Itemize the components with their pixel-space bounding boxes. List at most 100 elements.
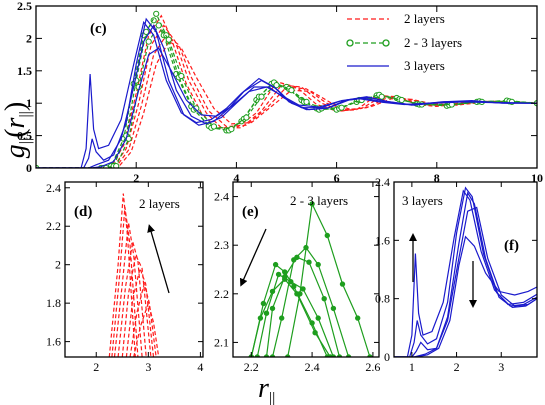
panel-c-series-6-point-5	[145, 38, 152, 45]
panel-f-series-2	[394, 191, 537, 357]
panel-d-annotation: 2 layers	[139, 196, 180, 211]
panel-c-series-6-point-2	[113, 163, 120, 168]
panel-d-xtick-label-2: 4	[197, 360, 203, 374]
panel-c-series-3	[36, 40, 537, 168]
panel-d-ytick-label-2: 2	[55, 258, 61, 272]
panel-c-xtick-label-1: 4	[233, 171, 239, 185]
panel-d-xtick-label-1: 3	[145, 360, 151, 374]
panel-c-ytick-label-2: 1	[26, 96, 32, 110]
panel-f-xtick-label-0: 1	[409, 360, 415, 374]
svg-text:r||: r||	[258, 373, 275, 405]
panel-e-annotation: 2 - 3 layers	[290, 193, 348, 208]
panel-e-series-2-point-4	[306, 259, 312, 265]
panel-c-series-6-point-10	[210, 123, 217, 130]
panel-f-label: (f)	[504, 238, 519, 254]
y-axis-label-main: g	[0, 144, 31, 158]
panel-e: 2.2 2.4 2.6 2.1 2.2 2.3 2.4 (e) 2 - 3 layers	[214, 181, 380, 374]
panel-d-series-7	[133, 301, 160, 357]
legend-marker-2-3-a	[346, 39, 354, 47]
panel-f: 1 2 3 0 0.8 1.6 2.4 (f) 3 layers	[375, 175, 538, 374]
panel-e-series-3-point-5	[315, 315, 321, 321]
panel-f-ytick-label-3: 2.4	[375, 175, 390, 189]
panel-d-series-5	[125, 266, 155, 357]
panel-d-xtick-label-0: 2	[93, 360, 99, 374]
panel-c-ytick-label-4: 2	[26, 31, 32, 45]
y-axis-label: g||(r||)	[0, 102, 34, 158]
panel-c-series-6-point-9	[193, 105, 200, 112]
panel-d-label: (d)	[74, 204, 92, 220]
panel-c-series-5-point-6	[153, 10, 160, 17]
panel-e-ytick-label-3: 2.4	[214, 190, 229, 204]
panel-e-series-5-point-3	[282, 269, 288, 275]
legend: 2 layers 2 - 3 layers 3 layers	[346, 11, 462, 73]
panel-c-series-6-point-13	[258, 93, 265, 100]
panel-d-arrow	[147, 224, 170, 294]
panel-d-series-1	[111, 206, 139, 357]
legend-label-2-3-layers: 2 - 3 layers	[404, 35, 462, 50]
panel-e-label: (e)	[242, 204, 259, 220]
x-axis-label: r||	[258, 373, 275, 405]
legend-marker-2-3-b	[382, 39, 390, 47]
panel-c-series-6-point-6	[155, 22, 162, 29]
panel-e-series-3-point-2	[275, 271, 282, 278]
panel-e-ticks: 2.2 2.4 2.6 2.1 2.2 2.3 2.4	[214, 182, 380, 374]
panel-e-series-3-point-1	[263, 310, 270, 316]
panel-d-curves	[108, 193, 160, 357]
panel-e-series-0-point-4	[339, 281, 346, 287]
panel-e-series-0-point-2	[309, 201, 315, 207]
panel-c-ytick-label-1: 0.5	[17, 129, 32, 143]
panel-c-series-6	[36, 24, 537, 168]
panel-c-ytick-label-5: 2.5	[17, 0, 32, 13]
x-axis-label-sub: ||	[269, 390, 275, 405]
legend-label-3-layers: 3 layers	[404, 58, 445, 73]
panel-c-series-6-point-8	[178, 72, 185, 80]
panel-c-series-6-point-21	[398, 96, 405, 104]
panel-c-ytick-label-3: 1.5	[17, 64, 32, 78]
panel-c-curves	[36, 10, 537, 168]
panel-d-ytick-label-1: 1.8	[46, 296, 61, 310]
svg-text:g||(r||): g||(r||)	[0, 102, 34, 158]
panel-d-series-2	[113, 222, 143, 357]
panel-e-ytick-label-1: 2.2	[214, 287, 229, 301]
y-axis-label-sub: ||	[17, 138, 34, 144]
panel-f-ticks: 1 2 3 0 0.8 1.6 2.4	[375, 175, 537, 374]
panel-c-series-6-point-14	[273, 82, 280, 89]
panel-e-series-2-point-5	[321, 296, 327, 302]
panel-c-ytick-label-0: 0	[26, 161, 32, 175]
panel-c-xtick-label-3: 8	[434, 171, 440, 185]
panel-e-series-1-point-4	[315, 261, 321, 268]
panel-e-frame	[232, 181, 380, 358]
panel-f-curves	[394, 186, 537, 357]
panel-e-series-5-point-4	[291, 283, 297, 290]
panel-f-series-1	[394, 186, 537, 357]
panel-e-ytick-label-0: 2.1	[214, 335, 229, 349]
panel-e-curves	[248, 201, 373, 357]
panel-e-series-5-point-1	[260, 300, 267, 307]
panel-e-series-0	[287, 201, 371, 357]
panel-e-series-1-point-3	[303, 244, 309, 251]
panel-f-xtick-label-2: 3	[498, 360, 504, 374]
panel-d-frame	[64, 181, 204, 358]
panel-e-series-5-point-5	[309, 320, 315, 326]
panel-e-series-2-point-3	[294, 254, 300, 260]
panel-c-series-6-point-16	[303, 98, 310, 106]
panel-d-series-6	[129, 281, 157, 357]
panel-f-frame	[393, 181, 538, 358]
panel-d-series-3	[117, 241, 147, 357]
panel-e-xtick-label-1: 2.4	[305, 360, 320, 374]
y-axis-label-close: )	[0, 102, 31, 111]
panel-e-series-1-point-5	[330, 305, 337, 312]
x-axis-label-main: r	[258, 373, 269, 404]
panel-f-annotation: 3 layers	[402, 193, 443, 208]
panel-f-series-3	[394, 206, 537, 357]
y-axis-label-argsub: ||	[17, 111, 34, 117]
panel-e-series-2-point-1	[269, 305, 276, 312]
panel-e-xtick-label-2: 2.6	[365, 360, 380, 374]
panel-f-series-4	[394, 235, 537, 357]
panel-d-ytick-label-0: 1.6	[46, 335, 61, 349]
panel-d-series-0	[108, 193, 136, 357]
panel-c-frame	[35, 5, 538, 169]
panel-e-series-0-point-3	[324, 232, 330, 239]
y-axis-label-arg: r	[0, 117, 31, 128]
panel-d-ytick-label-4: 2.4	[46, 181, 61, 195]
